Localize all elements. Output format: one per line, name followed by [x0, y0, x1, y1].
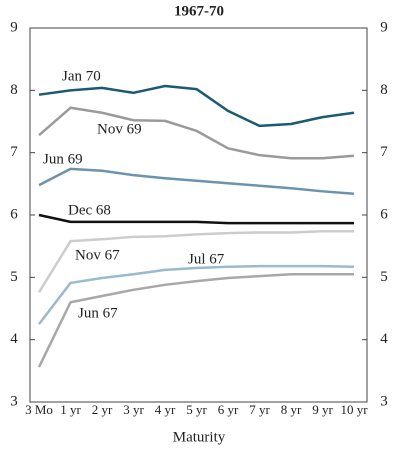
x-tick-label: 10 yr: [340, 402, 368, 417]
y2-tick-label: 8: [380, 82, 388, 98]
y-tick-label: 9: [10, 19, 18, 35]
y2-tick-label: 4: [380, 331, 388, 347]
chart-title: 1967-70: [174, 3, 224, 19]
y2-tick-label: 9: [380, 19, 388, 35]
x-tick-label: 6 yr: [218, 402, 239, 417]
series-label: Jan 70: [62, 68, 101, 84]
y-tick-label: 8: [10, 82, 18, 98]
x-tick-label: 3 Mo: [25, 402, 53, 417]
x-tick-label: 4 yr: [155, 402, 176, 417]
y-tick-label: 6: [10, 206, 18, 222]
series-label: Dec 68: [68, 202, 111, 218]
series-label: Jun 69: [43, 151, 83, 167]
y2-tick-label: 3: [380, 393, 388, 409]
series-line: [38, 213, 354, 225]
x-axis-label: Maturity: [173, 429, 226, 445]
series-line: [38, 167, 355, 196]
series-line: [38, 106, 355, 160]
x-tick-label: 5 yr: [186, 402, 207, 417]
series-label: Nov 69: [97, 121, 142, 137]
series-line: [38, 84, 355, 128]
y-tick-label: 3: [10, 393, 18, 409]
x-tick-label: 1 yr: [60, 402, 81, 417]
y2-tick-label: 6: [380, 206, 388, 222]
y-tick-label: 7: [10, 144, 18, 160]
series-line: [38, 264, 355, 325]
x-tick-label: 7 yr: [249, 402, 270, 417]
x-tick-label: 2 yr: [92, 402, 113, 417]
series-line: [37, 272, 354, 368]
x-tick-label: 9 yr: [312, 402, 333, 417]
series-label: Jun 67: [78, 305, 118, 321]
series-label: Jul 67: [188, 251, 225, 267]
series-line: [37, 229, 354, 293]
y-tick-label: 5: [10, 269, 18, 285]
y2-tick-label: 7: [380, 144, 388, 160]
y-tick-label: 4: [10, 331, 18, 347]
series-label: Nov 67: [75, 247, 120, 263]
x-tick-label: 3 yr: [123, 402, 144, 417]
x-tick-label: 8 yr: [281, 402, 302, 417]
y2-tick-label: 5: [380, 269, 388, 285]
